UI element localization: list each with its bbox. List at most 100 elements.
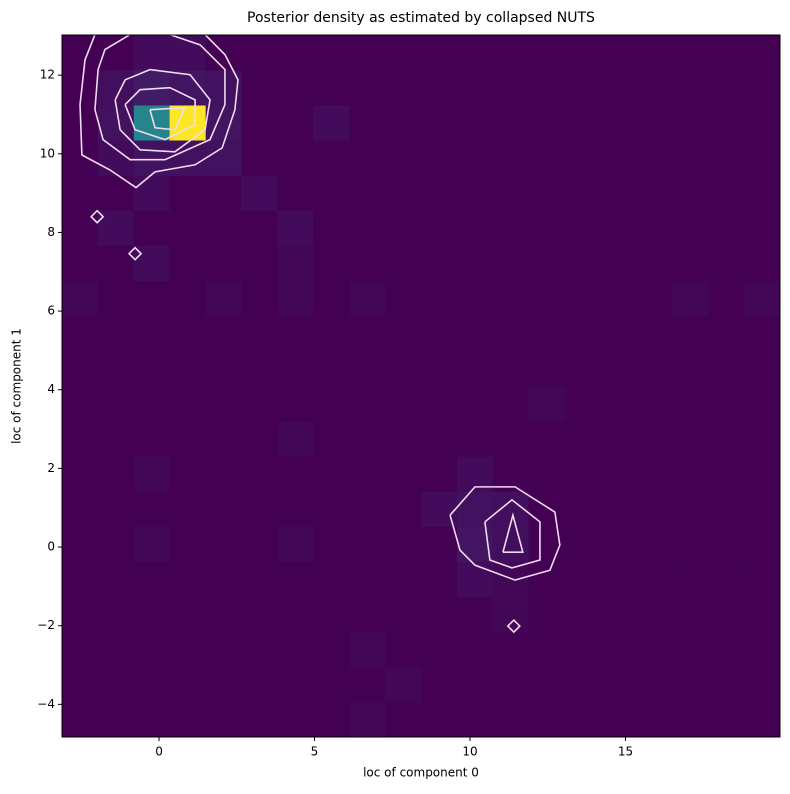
heatmap-cell xyxy=(564,456,602,492)
heatmap-cell xyxy=(672,385,709,422)
heatmap-cell xyxy=(313,210,350,246)
heatmap-cell xyxy=(97,456,135,492)
heatmap-cell xyxy=(349,456,386,492)
heatmap-cell xyxy=(241,456,278,492)
heatmap-cell xyxy=(313,140,350,176)
heatmap-cell xyxy=(492,421,530,457)
heatmap-cell xyxy=(241,140,278,176)
heatmap-cell xyxy=(313,70,350,106)
heatmap-cell xyxy=(97,350,135,387)
heatmap-cell xyxy=(169,421,207,457)
x-tick-label: 10 xyxy=(462,745,477,759)
heatmap-cell xyxy=(97,666,135,703)
heatmap-cell xyxy=(62,280,99,317)
heatmap-cell xyxy=(62,596,99,633)
heatmap-cell xyxy=(133,561,171,598)
heatmap-cell xyxy=(349,140,386,176)
heatmap-cell xyxy=(636,350,673,387)
heatmap-cell xyxy=(313,596,350,633)
heatmap-cell xyxy=(456,70,494,106)
heatmap-cell xyxy=(385,631,422,668)
heatmap-cell xyxy=(744,105,780,141)
heatmap-cell xyxy=(708,245,745,282)
heatmap-cell xyxy=(708,175,745,211)
heatmap-cell xyxy=(744,421,780,457)
heatmap-cell xyxy=(97,526,135,563)
heatmap-cell xyxy=(205,701,242,737)
heatmap-cell xyxy=(313,105,350,141)
heatmap-cell xyxy=(205,631,242,668)
heatmap-cell xyxy=(62,315,99,352)
heatmap-cell xyxy=(492,280,530,317)
heatmap-cell xyxy=(133,666,171,703)
heatmap-cell xyxy=(241,350,278,387)
y-tick-label: 2 xyxy=(47,461,55,475)
heatmap-cell xyxy=(564,210,602,246)
x-tick-label: 5 xyxy=(311,745,319,759)
heatmap-cell xyxy=(636,385,673,422)
heatmap-cell xyxy=(564,105,602,141)
heatmap-cell xyxy=(636,526,673,563)
heatmap-cell xyxy=(97,105,135,141)
heatmap-cell xyxy=(672,35,709,71)
heatmap-cell xyxy=(349,105,386,141)
heatmap-cell xyxy=(456,561,494,598)
heatmap-cell xyxy=(708,491,745,527)
heatmap-cell xyxy=(456,631,494,668)
heatmap-cell xyxy=(672,350,709,387)
heatmap-cell xyxy=(672,105,709,141)
heatmap-cell xyxy=(277,70,314,106)
heatmap-cell xyxy=(456,245,494,282)
heatmap-cell xyxy=(169,491,207,527)
heatmap-cell xyxy=(600,245,637,282)
heatmap-cell xyxy=(349,245,386,282)
heatmap-cell xyxy=(600,385,637,422)
heatmap-cell xyxy=(62,245,99,282)
heatmap-cell xyxy=(456,456,494,492)
heatmap-cell xyxy=(421,210,458,246)
heatmap-cell xyxy=(97,561,135,598)
heatmap-cell xyxy=(492,245,530,282)
heatmap-cell xyxy=(708,666,745,703)
heatmap-cell xyxy=(205,491,242,527)
heatmap-cell xyxy=(133,280,171,317)
heatmap-cell xyxy=(385,105,422,141)
heatmap-cell xyxy=(277,280,314,317)
heatmap-cell xyxy=(205,526,242,563)
heatmap-cell xyxy=(744,456,780,492)
heatmap-cell xyxy=(349,421,386,457)
heatmap-cell xyxy=(385,561,422,598)
heatmap-cell xyxy=(744,280,780,317)
y-tick-label: 10 xyxy=(40,146,55,160)
contour-marker xyxy=(127,246,143,261)
heatmap-cell xyxy=(636,456,673,492)
heatmap-cell xyxy=(349,175,386,211)
heatmap-cell xyxy=(313,315,350,352)
heatmap-cell xyxy=(564,245,602,282)
heatmap-cell xyxy=(421,105,458,141)
heatmap-cell xyxy=(205,456,242,492)
heatmap-cell xyxy=(349,701,386,737)
heatmap-cell xyxy=(636,35,673,71)
heatmap-cell xyxy=(385,140,422,176)
heatmap-cell xyxy=(241,666,278,703)
heatmap-cell xyxy=(133,175,171,211)
heatmap-cell xyxy=(205,666,242,703)
heatmap-cell xyxy=(708,280,745,317)
heatmap-cell xyxy=(169,666,207,703)
heatmap-cell xyxy=(564,421,602,457)
heatmap-cell xyxy=(708,421,745,457)
heatmap-cell xyxy=(492,70,530,106)
axes: 0 5 10 15 −4 −2 0 2 4 6 8 10 12 xyxy=(37,34,781,759)
heatmap-cell xyxy=(564,561,602,598)
heatmap-cell xyxy=(277,526,314,563)
heatmap-cell xyxy=(600,105,637,141)
heatmap-cell xyxy=(97,421,135,457)
heatmap-cell xyxy=(672,596,709,633)
heatmap-cell xyxy=(277,666,314,703)
heatmap-cell xyxy=(313,666,350,703)
heatmap-cell xyxy=(277,210,314,246)
heatmap-cell xyxy=(744,350,780,387)
heatmap-cell xyxy=(313,561,350,598)
heatmap-cell xyxy=(672,526,709,563)
